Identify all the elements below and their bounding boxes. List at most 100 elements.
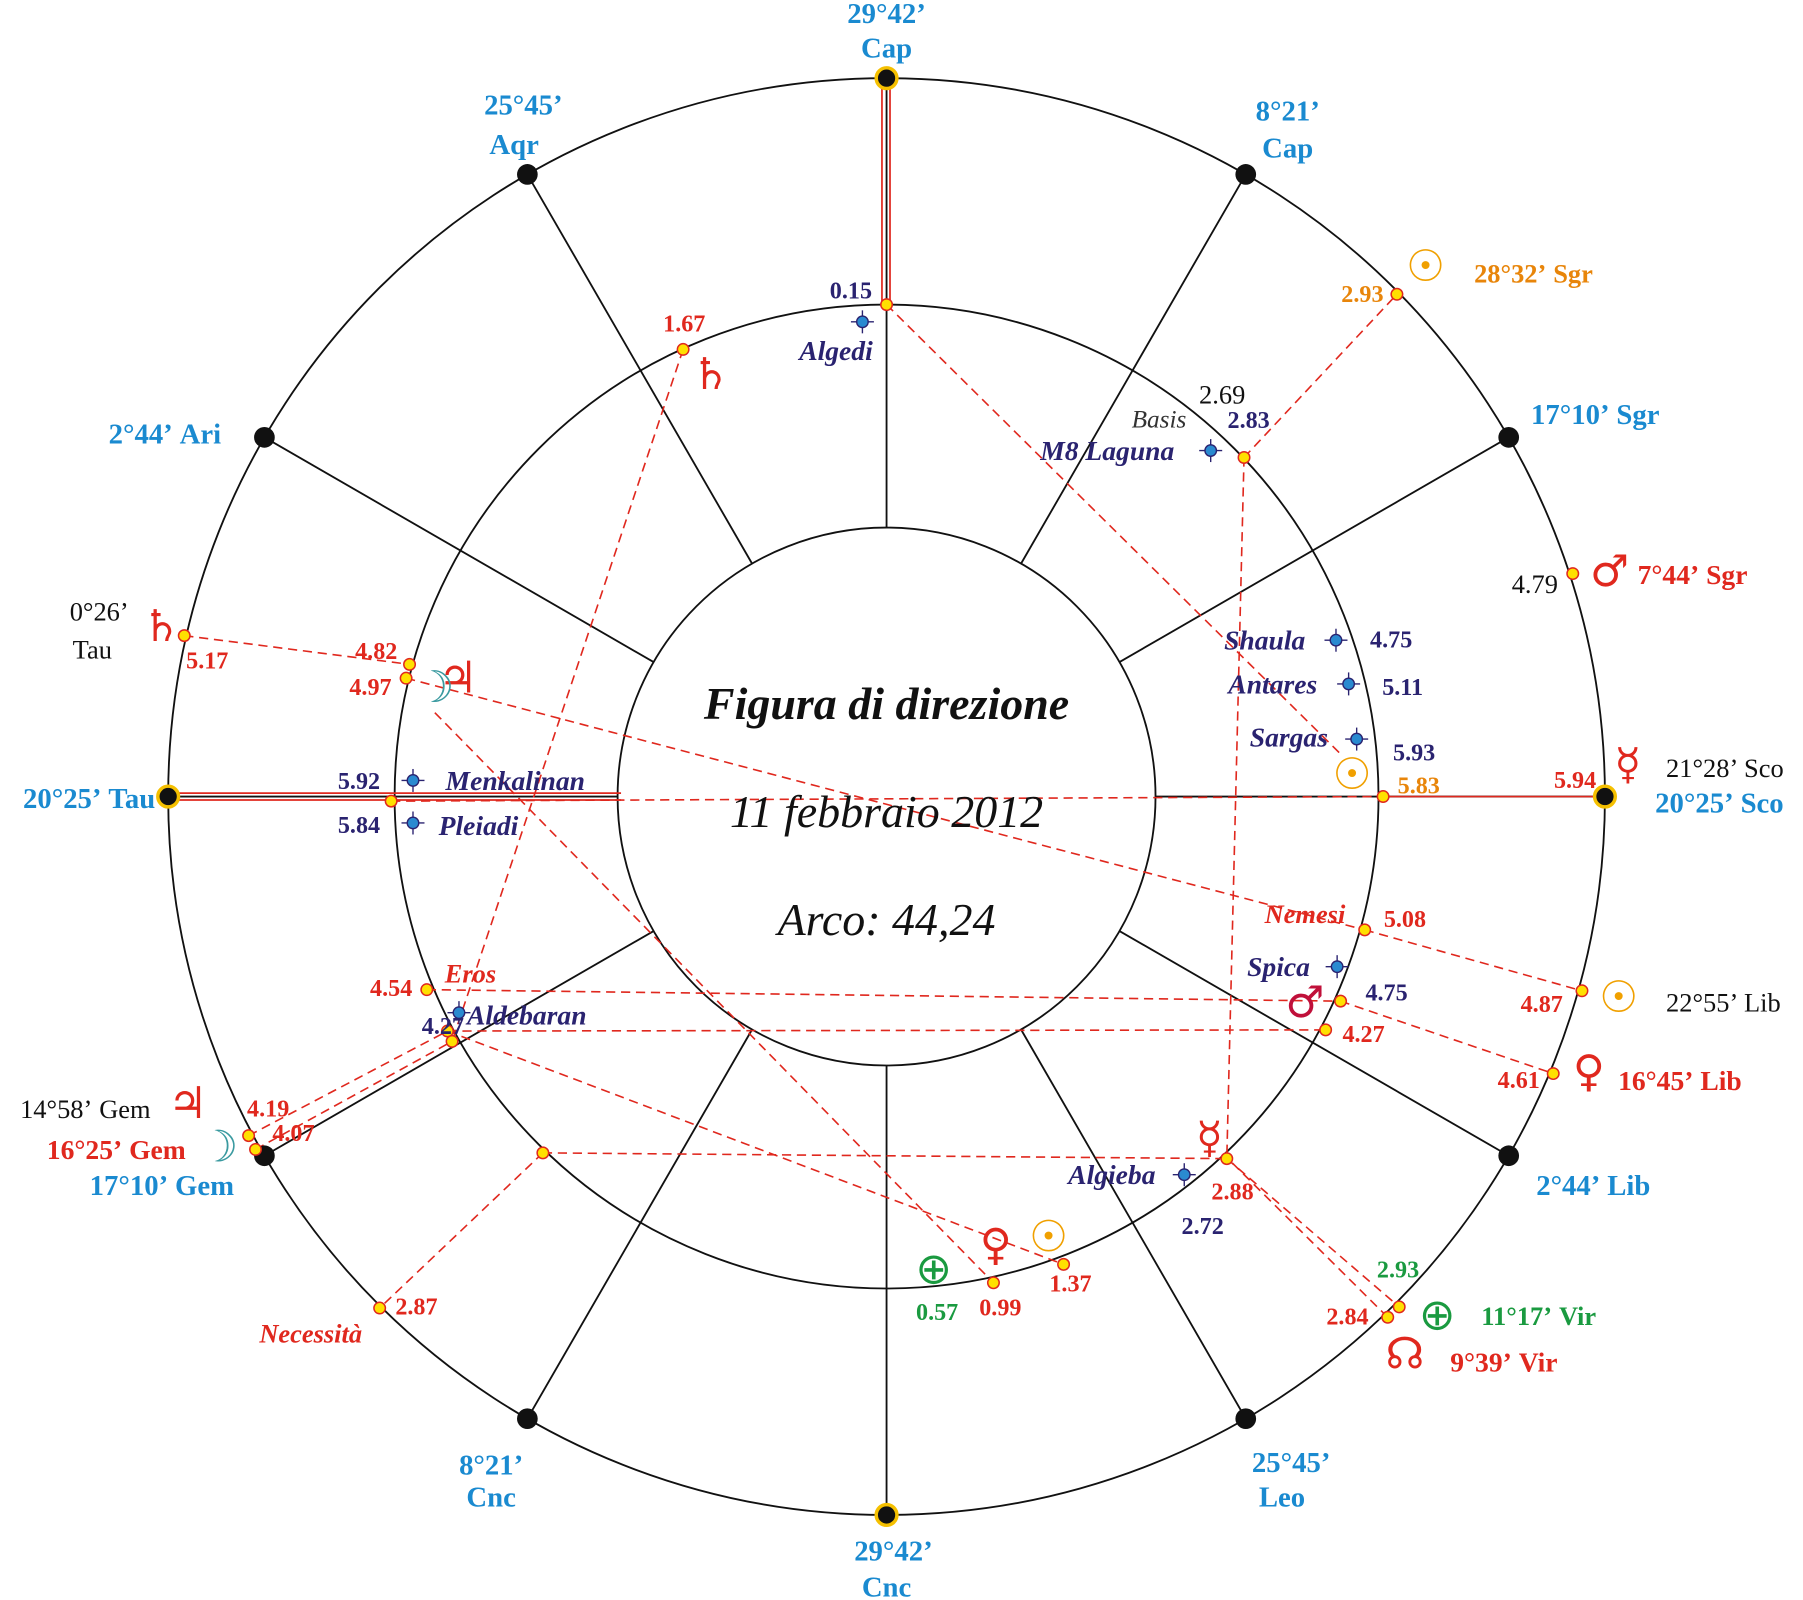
directions-name: Pleiadi — [438, 810, 519, 841]
direction-line — [447, 1030, 1064, 1266]
house-line — [1119, 930, 1510, 1157]
planets-symbol: ♂ — [1590, 546, 1629, 597]
cusps-degree: 29°42’ — [854, 1536, 933, 1568]
cusps-degree: 20°25’ — [23, 783, 102, 815]
planets-symbol: ☉ — [1599, 972, 1638, 1023]
planets-value: 2.84 — [1326, 1304, 1368, 1331]
planets-symbol: ☿ — [1615, 739, 1642, 790]
cusps-sign: Cnc — [466, 1482, 516, 1514]
cusp-dot — [254, 427, 275, 448]
planets-sign: Lib — [1700, 1065, 1741, 1096]
directions-basis-value: 2.69 — [1199, 379, 1245, 409]
directions-symbol: ☽ — [415, 662, 454, 713]
planets-value: 2.93 — [1377, 1257, 1419, 1284]
directions-value: 4.82 — [355, 638, 397, 665]
directions-name: Menkalinan — [445, 765, 585, 796]
star-icon — [1204, 444, 1218, 458]
cusps-sign: Lib — [1607, 1170, 1650, 1202]
star-icon — [1329, 633, 1343, 647]
point-dot — [373, 1301, 387, 1315]
planets-sign: Vir — [1559, 1301, 1596, 1331]
cusps-degree: 17°10’ — [1531, 399, 1610, 431]
directions-name: Aldebaran — [465, 999, 587, 1030]
star-icon — [1177, 1168, 1191, 1182]
planets-symbol: ☉ — [1406, 241, 1445, 292]
planets-sign: Tau — [73, 634, 112, 664]
planets-symbol: ♃ — [168, 1078, 207, 1129]
point-dot — [384, 794, 398, 808]
directions-name: M8 Laguna — [1039, 435, 1174, 466]
planets-value: 4.79 — [1512, 569, 1558, 599]
direction-line — [1226, 1158, 1400, 1308]
point-dot — [1237, 450, 1251, 464]
directions-value: 4.27 — [1342, 1021, 1384, 1048]
point-dot — [249, 1142, 263, 1156]
planets-value: 4.19 — [247, 1096, 289, 1123]
planets-sign: Sgr — [1553, 259, 1593, 289]
point-dot — [880, 298, 894, 312]
planets-degree: 22°55’ — [1666, 987, 1738, 1017]
direction-line — [248, 1030, 448, 1137]
point-dot — [177, 629, 191, 643]
house-line — [1020, 1029, 1247, 1420]
point-dot — [242, 1129, 256, 1143]
point-dot — [1566, 567, 1580, 581]
cusp-dot — [1592, 784, 1618, 809]
planets-value: 5.17 — [186, 647, 228, 674]
planets-value: 4.87 — [1521, 991, 1563, 1018]
directions-value: 5.08 — [1384, 906, 1426, 933]
planets-degree: 16°45’ — [1618, 1065, 1693, 1096]
cusp-dot — [1235, 1408, 1257, 1430]
planets-degree: 0°26’ — [70, 596, 129, 626]
point-dot — [1575, 984, 1589, 998]
star-icon — [1350, 732, 1364, 746]
star-icon — [406, 816, 420, 830]
planets-degree: 16°25’ — [47, 1134, 122, 1165]
chart-title: Figura di direzione — [703, 678, 1069, 729]
house-line — [526, 173, 753, 565]
cusp-dot — [156, 784, 181, 809]
house-line — [1020, 173, 1247, 565]
cusps-degree: 8°21’ — [1256, 95, 1320, 127]
point-dot — [536, 1146, 550, 1160]
point-dot — [1220, 1152, 1234, 1166]
cusps-sign: Leo — [1259, 1482, 1305, 1514]
point-dot — [676, 342, 690, 356]
planets-sign: Gem — [99, 1094, 151, 1124]
directions-value: 4.75 — [1370, 627, 1412, 654]
planets-sign: Vir — [1519, 1347, 1558, 1378]
cusp-dot — [517, 164, 538, 185]
directions-name: Nemesi — [1264, 899, 1346, 929]
direction-line — [391, 795, 1384, 802]
direction-line — [184, 634, 410, 666]
planets-sign: Sgr — [1706, 559, 1747, 590]
point-dot — [399, 671, 413, 685]
planets-degree: 28°32’ — [1474, 259, 1546, 289]
cusps-degree: 25°45’ — [484, 90, 563, 122]
direction-line — [426, 988, 1341, 1002]
point-dot — [986, 1276, 1000, 1290]
cusps-sign: Sgr — [1616, 399, 1659, 431]
point-dot — [1057, 1257, 1071, 1271]
cusps-degree: 17°10’ — [90, 1170, 169, 1202]
direction-line — [447, 1029, 1326, 1032]
cusps-degree: 2°44’ — [109, 418, 173, 450]
direction-line — [451, 349, 684, 1042]
directions-value: 2.88 — [1211, 1178, 1253, 1205]
point-dot — [1334, 994, 1348, 1008]
planets-value: 4.61 — [1498, 1067, 1540, 1094]
directions-value: 5.84 — [338, 812, 380, 839]
directions-symbol: ☿ — [1196, 1112, 1223, 1163]
point-dot — [1546, 1067, 1560, 1081]
cusps-sign: Cap — [861, 32, 912, 64]
planets-degree: 11°17’ — [1481, 1301, 1552, 1331]
cusps-sign: Tau — [108, 783, 155, 815]
directions-symbol: ⊕ — [915, 1243, 952, 1294]
cusps-sign: Cap — [1262, 132, 1313, 164]
direction-line — [1340, 1000, 1554, 1075]
directions-name: Spica — [1247, 951, 1310, 982]
directions-value: 2.83 — [1228, 407, 1270, 434]
directions-name: Algedi — [797, 335, 873, 366]
direction-line — [1364, 929, 1583, 992]
directions-value: 2.87 — [395, 1293, 437, 1320]
